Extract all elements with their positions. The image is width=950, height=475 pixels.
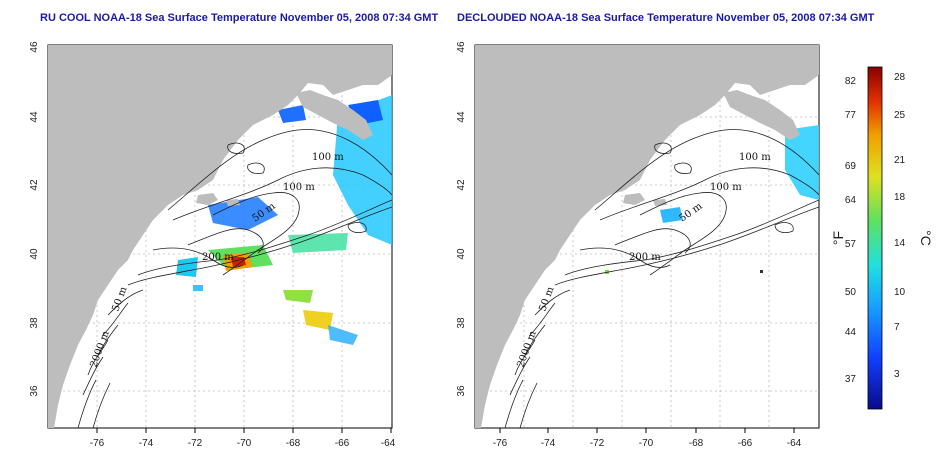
left-panel-title: RU COOL NOAA-18 Sea Surface Temperature … [40, 12, 439, 24]
right-y-tick: 46 [456, 41, 467, 53]
left-contour-label: 100 m [312, 152, 344, 163]
fahrenheit-tick: 69 [845, 161, 857, 172]
fahrenheit-tick: 37 [845, 374, 857, 385]
left-x-tick: -72 [188, 438, 203, 449]
right-y-tick: 44 [456, 111, 467, 123]
right-x-axis [499, 428, 795, 433]
right-x-tick: -66 [738, 438, 753, 449]
left-y-tick-labels: 46 44 42 40 38 36 [29, 41, 40, 397]
fahrenheit-tick: 44 [845, 327, 857, 338]
celsius-tick: 10 [894, 287, 906, 298]
right-x-tick: -68 [689, 438, 704, 449]
left-x-tick: -70 [237, 438, 252, 449]
right-panel-title: DECLOUDED NOAA-18 Sea Surface Temperatur… [457, 12, 875, 24]
right-y-tick: 42 [456, 179, 467, 191]
right-x-tick: -64 [787, 438, 802, 449]
right-x-tick: -70 [639, 438, 654, 449]
left-x-tick: -76 [90, 438, 105, 449]
fahrenheit-tick: 82 [845, 76, 857, 87]
left-x-tick: -68 [286, 438, 301, 449]
left-y-tick: 42 [29, 179, 40, 191]
left-x-axis [96, 428, 392, 433]
celsius-tick: 3 [894, 369, 900, 380]
celsius-tick: 18 [894, 192, 906, 203]
left-contour-label: 100 m [283, 182, 315, 193]
fahrenheit-tick: 50 [845, 287, 857, 298]
right-y-tick: 38 [456, 317, 467, 329]
fahrenheit-unit-label: °F [830, 231, 846, 245]
left-y-tick: 46 [29, 41, 40, 53]
celsius-tick: 21 [894, 155, 906, 166]
celsius-unit-label: °C [918, 230, 934, 246]
right-x-tick-labels: -76 -74 -72 -70 -68 -66 -64 [493, 438, 802, 449]
right-x-tick: -74 [541, 438, 556, 449]
celsius-tick: 7 [894, 322, 900, 333]
right-x-tick: -72 [590, 438, 605, 449]
celsius-tick: 28 [894, 72, 906, 83]
fahrenheit-tick: 57 [845, 239, 857, 250]
right-contour-label: 100 m [739, 152, 771, 163]
celsius-tick: 14 [894, 238, 906, 249]
fahrenheit-ticks: 82 77 69 64 57 50 44 37 [845, 76, 857, 385]
right-y-tick: 40 [456, 248, 467, 260]
left-x-tick: -66 [335, 438, 350, 449]
left-x-tick: -64 [381, 438, 396, 449]
left-y-tick: 40 [29, 248, 40, 260]
left-contour-label: 200 m [202, 252, 234, 263]
left-y-tick: 44 [29, 111, 40, 123]
fahrenheit-tick: 77 [845, 110, 857, 121]
celsius-tick: 25 [894, 110, 906, 121]
colorbar-gradient [867, 66, 883, 410]
colorbar: 82 77 69 64 57 50 44 37 28 25 21 18 14 1… [830, 66, 934, 410]
right-x-tick: -76 [493, 438, 508, 449]
left-x-tick: -74 [139, 438, 154, 449]
right-contour-label: 200 m [629, 252, 661, 263]
right-map-panel: 100 m 100 m 50 m 200 m 50 m 2000 m -76 -… [456, 41, 820, 449]
celsius-ticks: 28 25 21 18 14 10 7 3 [894, 72, 906, 380]
left-map-panel: 100 m 100 m 50 m 200 m 50 m 2000 m -76 -… [29, 41, 396, 449]
left-x-tick-labels: -76 -74 -72 -70 -68 -66 -64 [90, 438, 396, 449]
right-contour-label: 100 m [710, 182, 742, 193]
right-y-tick-labels: 46 44 42 40 38 36 [456, 41, 467, 397]
right-y-tick: 36 [456, 385, 467, 397]
fahrenheit-tick: 64 [845, 195, 857, 206]
left-y-tick: 36 [29, 385, 40, 397]
left-y-tick: 38 [29, 317, 40, 329]
